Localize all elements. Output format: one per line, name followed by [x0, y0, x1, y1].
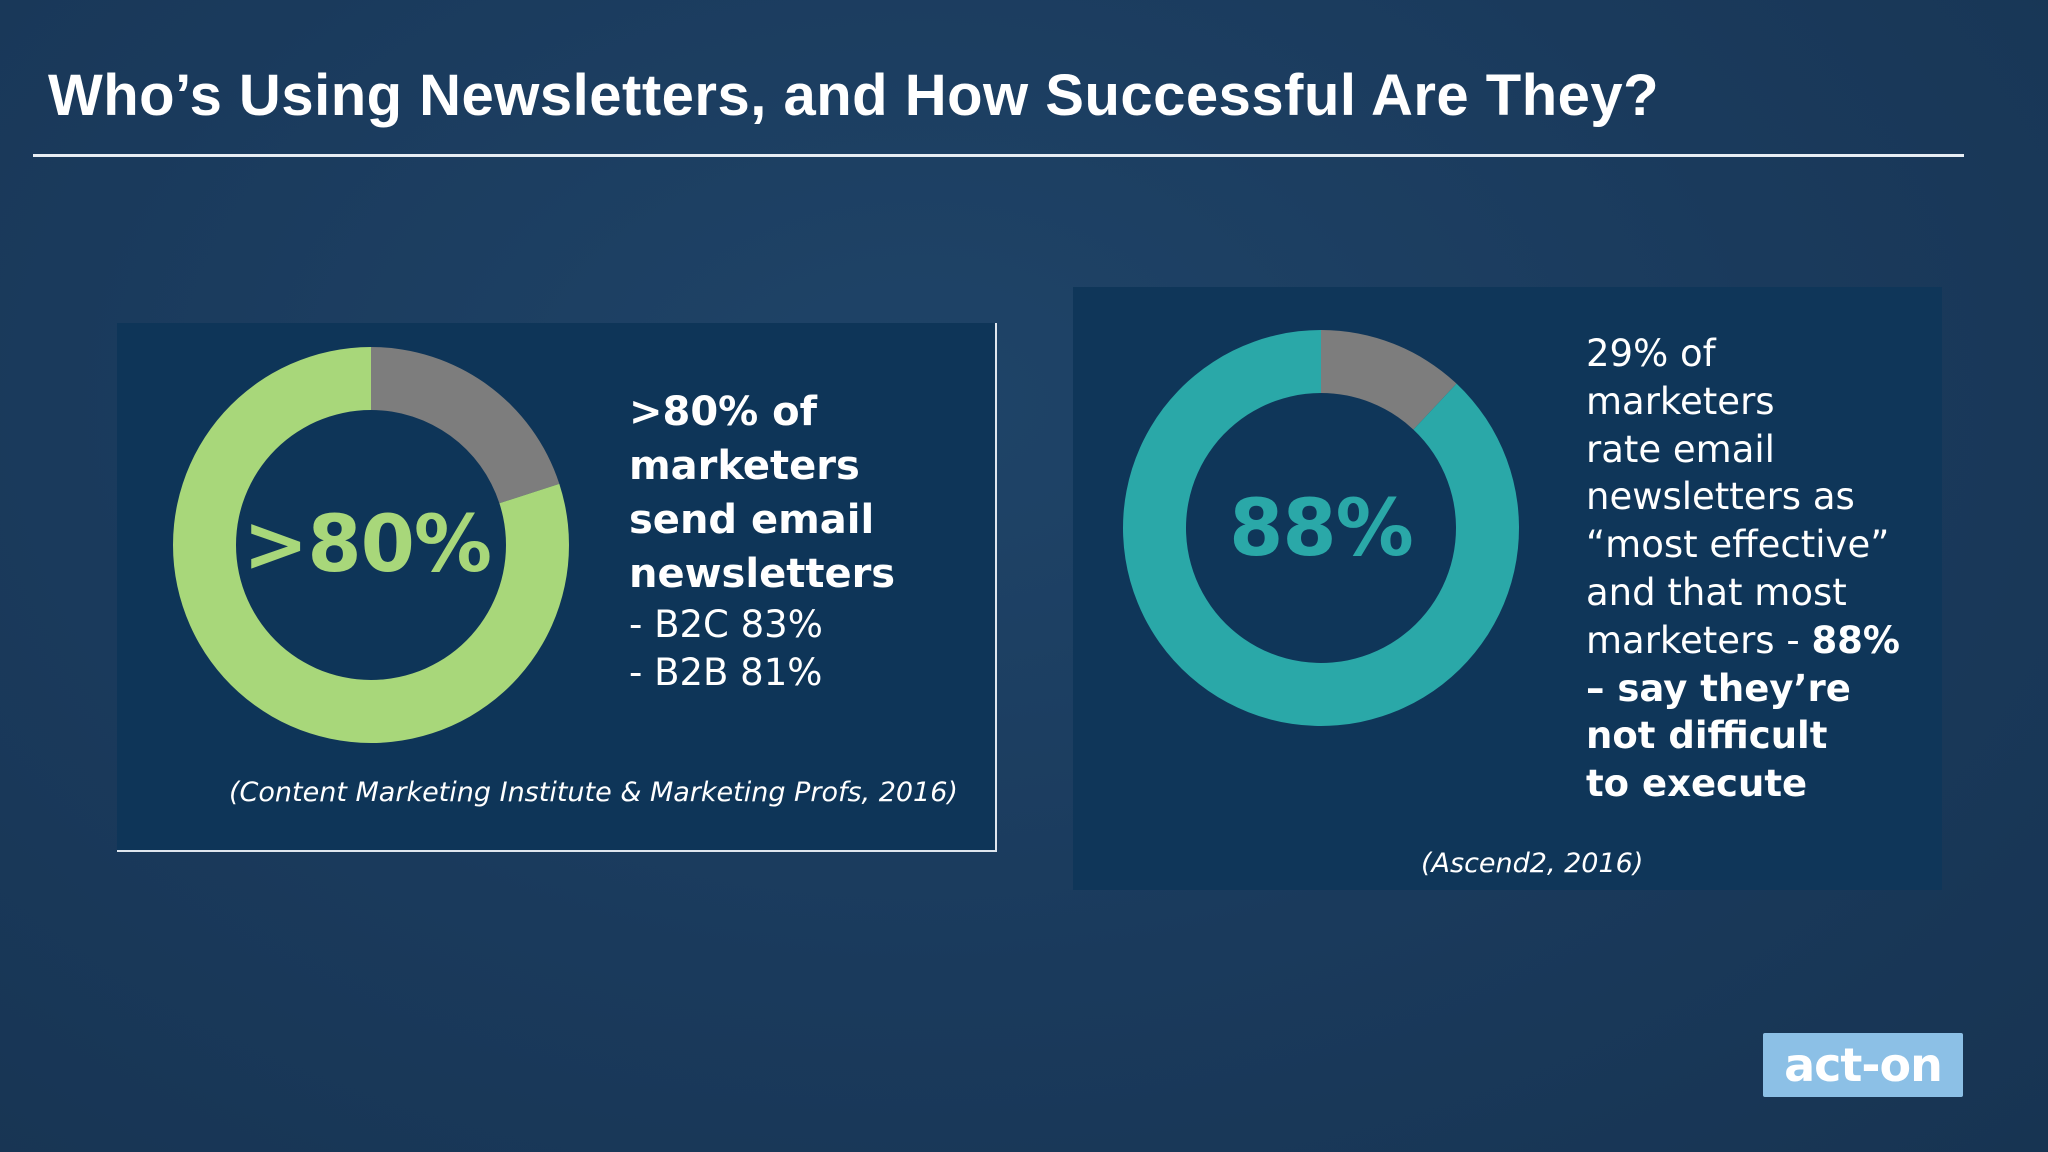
right-stat-text: 29% of marketers rate email newsletters …	[1586, 330, 1926, 808]
stat-line: marketers	[1586, 379, 1775, 423]
stat-line: and that most	[1586, 570, 1847, 614]
donut-chart-right	[1123, 330, 1519, 726]
donut-left-remainder-slice	[371, 347, 560, 504]
source-citation-left: (Content Marketing Institute & Marketing…	[229, 777, 958, 808]
donut-left-main-slice	[173, 347, 569, 743]
donut-chart-left	[173, 347, 569, 743]
stat-highlight: 88%	[1811, 618, 1900, 662]
slide-title: Who’s Using Newsletters, and How Success…	[48, 63, 1660, 128]
stat-line-bold: – say they’re	[1586, 666, 1851, 710]
left-stat-text: >80% of marketers send email newsletters…	[629, 385, 969, 697]
donut-center-label-right: 88%	[1229, 484, 1414, 574]
title-divider	[33, 154, 1964, 157]
headline-line: send email	[629, 497, 875, 543]
stat-line: rate email	[1586, 427, 1775, 471]
act-on-logo: act-on	[1763, 1033, 1963, 1097]
donut-right-remainder-slice	[1321, 330, 1457, 430]
headline-line: marketers	[629, 443, 860, 489]
sub-stat-line: - B2B 81%	[629, 651, 823, 694]
stat-line: 29% of	[1586, 332, 1716, 375]
stat-line-bold: not difficult	[1586, 714, 1828, 758]
source-citation-right: (Ascend2, 2016)	[1421, 848, 1644, 879]
stat-line-part: marketers -	[1586, 618, 1812, 662]
logo-text: act-on	[1784, 1038, 1943, 1092]
donut-center-label-left: >80%	[242, 500, 492, 590]
headline-line: >80% of	[629, 389, 818, 435]
stat-line: “most effective”	[1586, 523, 1890, 567]
stat-line-mixed: marketers - 88%	[1586, 617, 1926, 665]
headline-line: newsletters	[629, 551, 896, 597]
donut-right-main-slice	[1123, 330, 1519, 726]
sub-stat-line: - B2C 83%	[629, 603, 823, 646]
stat-line-bold: to execute	[1586, 762, 1808, 806]
stat-line: newsletters as	[1586, 475, 1855, 519]
